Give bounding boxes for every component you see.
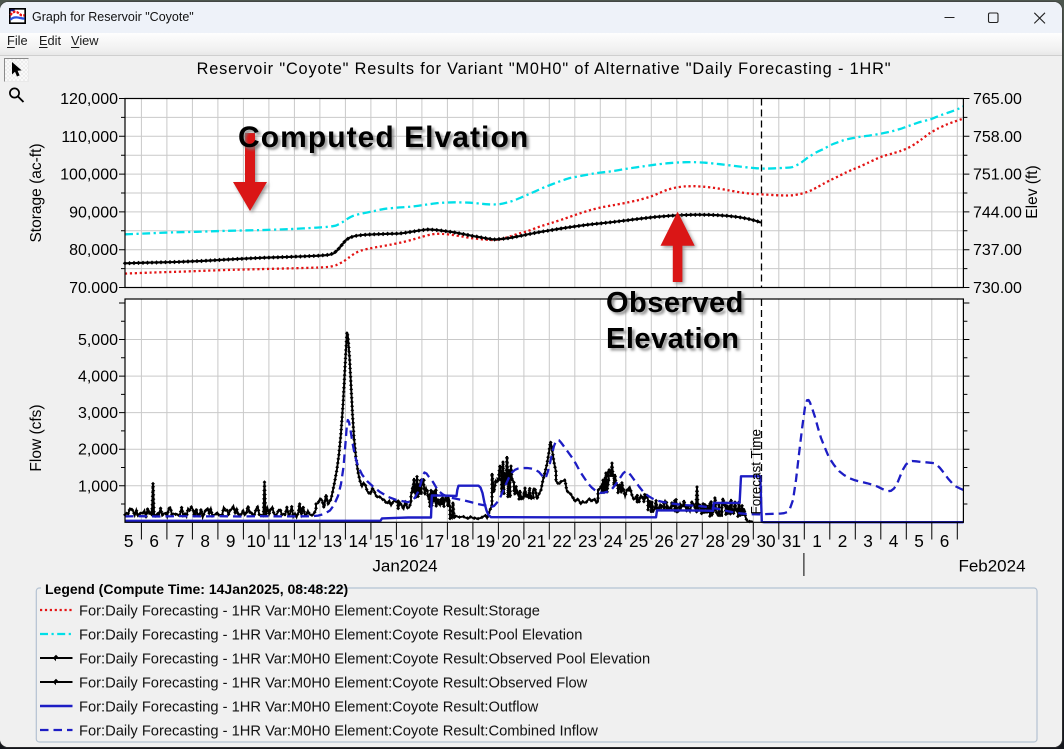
svg-text:15: 15 bbox=[374, 530, 393, 550]
svg-text:Jan2024: Jan2024 bbox=[372, 556, 437, 575]
svg-text:6: 6 bbox=[940, 530, 950, 550]
svg-text:25: 25 bbox=[629, 530, 648, 550]
svg-text:Flow (cfs): Flow (cfs) bbox=[28, 404, 45, 471]
svg-text:2,000: 2,000 bbox=[78, 441, 118, 458]
svg-text:22: 22 bbox=[553, 530, 572, 550]
svg-text:10: 10 bbox=[247, 530, 266, 550]
svg-text:90,000: 90,000 bbox=[69, 204, 118, 221]
svg-text:758.00: 758.00 bbox=[973, 128, 1022, 145]
svg-text:30: 30 bbox=[757, 530, 776, 550]
svg-text:4,000: 4,000 bbox=[78, 368, 118, 385]
svg-text:100,000: 100,000 bbox=[60, 166, 118, 183]
svg-text:19: 19 bbox=[476, 530, 495, 550]
svg-text:27: 27 bbox=[680, 530, 699, 550]
svg-text:28: 28 bbox=[706, 530, 725, 550]
svg-text:9: 9 bbox=[226, 530, 236, 550]
svg-text:3,000: 3,000 bbox=[78, 405, 118, 422]
svg-text:17: 17 bbox=[425, 530, 444, 550]
svg-text:26: 26 bbox=[655, 530, 674, 550]
svg-text:Storage (ac-ft): Storage (ac-ft) bbox=[28, 143, 45, 242]
svg-text:12: 12 bbox=[298, 530, 317, 550]
svg-text:765.00: 765.00 bbox=[973, 91, 1022, 108]
svg-text:31: 31 bbox=[782, 530, 801, 550]
svg-text:Forecast Time: Forecast Time bbox=[748, 428, 763, 514]
svg-text:5: 5 bbox=[914, 530, 924, 550]
svg-text:Legend (Compute Time: 14Jan202: Legend (Compute Time: 14Jan2025, 08:48:2… bbox=[45, 581, 348, 597]
svg-text:70.000: 70.000 bbox=[69, 280, 118, 297]
svg-text:80,000: 80,000 bbox=[69, 242, 118, 259]
svg-text:23: 23 bbox=[578, 530, 597, 550]
svg-text:20: 20 bbox=[502, 530, 521, 550]
svg-text:For:Daily Forecasting - 1HR Va: For:Daily Forecasting - 1HR Var:M0H0 Ele… bbox=[79, 603, 540, 619]
svg-text:Elev (ft): Elev (ft) bbox=[1024, 165, 1041, 218]
svg-text:120,000: 120,000 bbox=[60, 91, 118, 108]
svg-text:737.00: 737.00 bbox=[973, 242, 1022, 259]
svg-text:5,000: 5,000 bbox=[78, 332, 118, 349]
svg-text:For:Daily Forecasting - 1HR Va: For:Daily Forecasting - 1HR Var:M0H0 Ele… bbox=[79, 723, 598, 739]
svg-text:110,000: 110,000 bbox=[61, 128, 118, 145]
svg-text:For:Daily Forecasting - 1HR Va: For:Daily Forecasting - 1HR Var:M0H0 Ele… bbox=[79, 651, 650, 667]
svg-text:4: 4 bbox=[889, 530, 899, 550]
svg-text:24: 24 bbox=[604, 530, 624, 550]
svg-text:Feb2024: Feb2024 bbox=[958, 556, 1025, 575]
svg-text:21: 21 bbox=[527, 530, 546, 550]
svg-text:For:Daily Forecasting - 1HR Va: For:Daily Forecasting - 1HR Var:M0H0 Ele… bbox=[79, 675, 588, 691]
svg-text:18: 18 bbox=[451, 530, 470, 550]
svg-text:6: 6 bbox=[149, 530, 159, 550]
svg-text:1,000: 1,000 bbox=[78, 478, 118, 495]
svg-text:16: 16 bbox=[400, 530, 419, 550]
svg-text:7: 7 bbox=[175, 530, 185, 550]
svg-text:For:Daily Forecasting - 1HR Va: For:Daily Forecasting - 1HR Var:M0H0 Ele… bbox=[79, 627, 582, 643]
svg-text:8: 8 bbox=[200, 530, 210, 550]
svg-text:29: 29 bbox=[731, 530, 750, 550]
svg-text:744.00: 744.00 bbox=[973, 204, 1022, 221]
svg-text:11: 11 bbox=[273, 530, 291, 550]
svg-text:2: 2 bbox=[838, 530, 848, 550]
svg-text:14: 14 bbox=[349, 530, 369, 550]
svg-text:751.00: 751.00 bbox=[973, 166, 1022, 183]
svg-text:1: 1 bbox=[812, 530, 822, 550]
svg-text:3: 3 bbox=[863, 530, 873, 550]
svg-text:For:Daily Forecasting - 1HR Va: For:Daily Forecasting - 1HR Var:M0H0 Ele… bbox=[79, 699, 539, 715]
svg-text:13: 13 bbox=[323, 530, 342, 550]
svg-text:730.00: 730.00 bbox=[973, 280, 1022, 297]
svg-text:5: 5 bbox=[124, 530, 134, 550]
